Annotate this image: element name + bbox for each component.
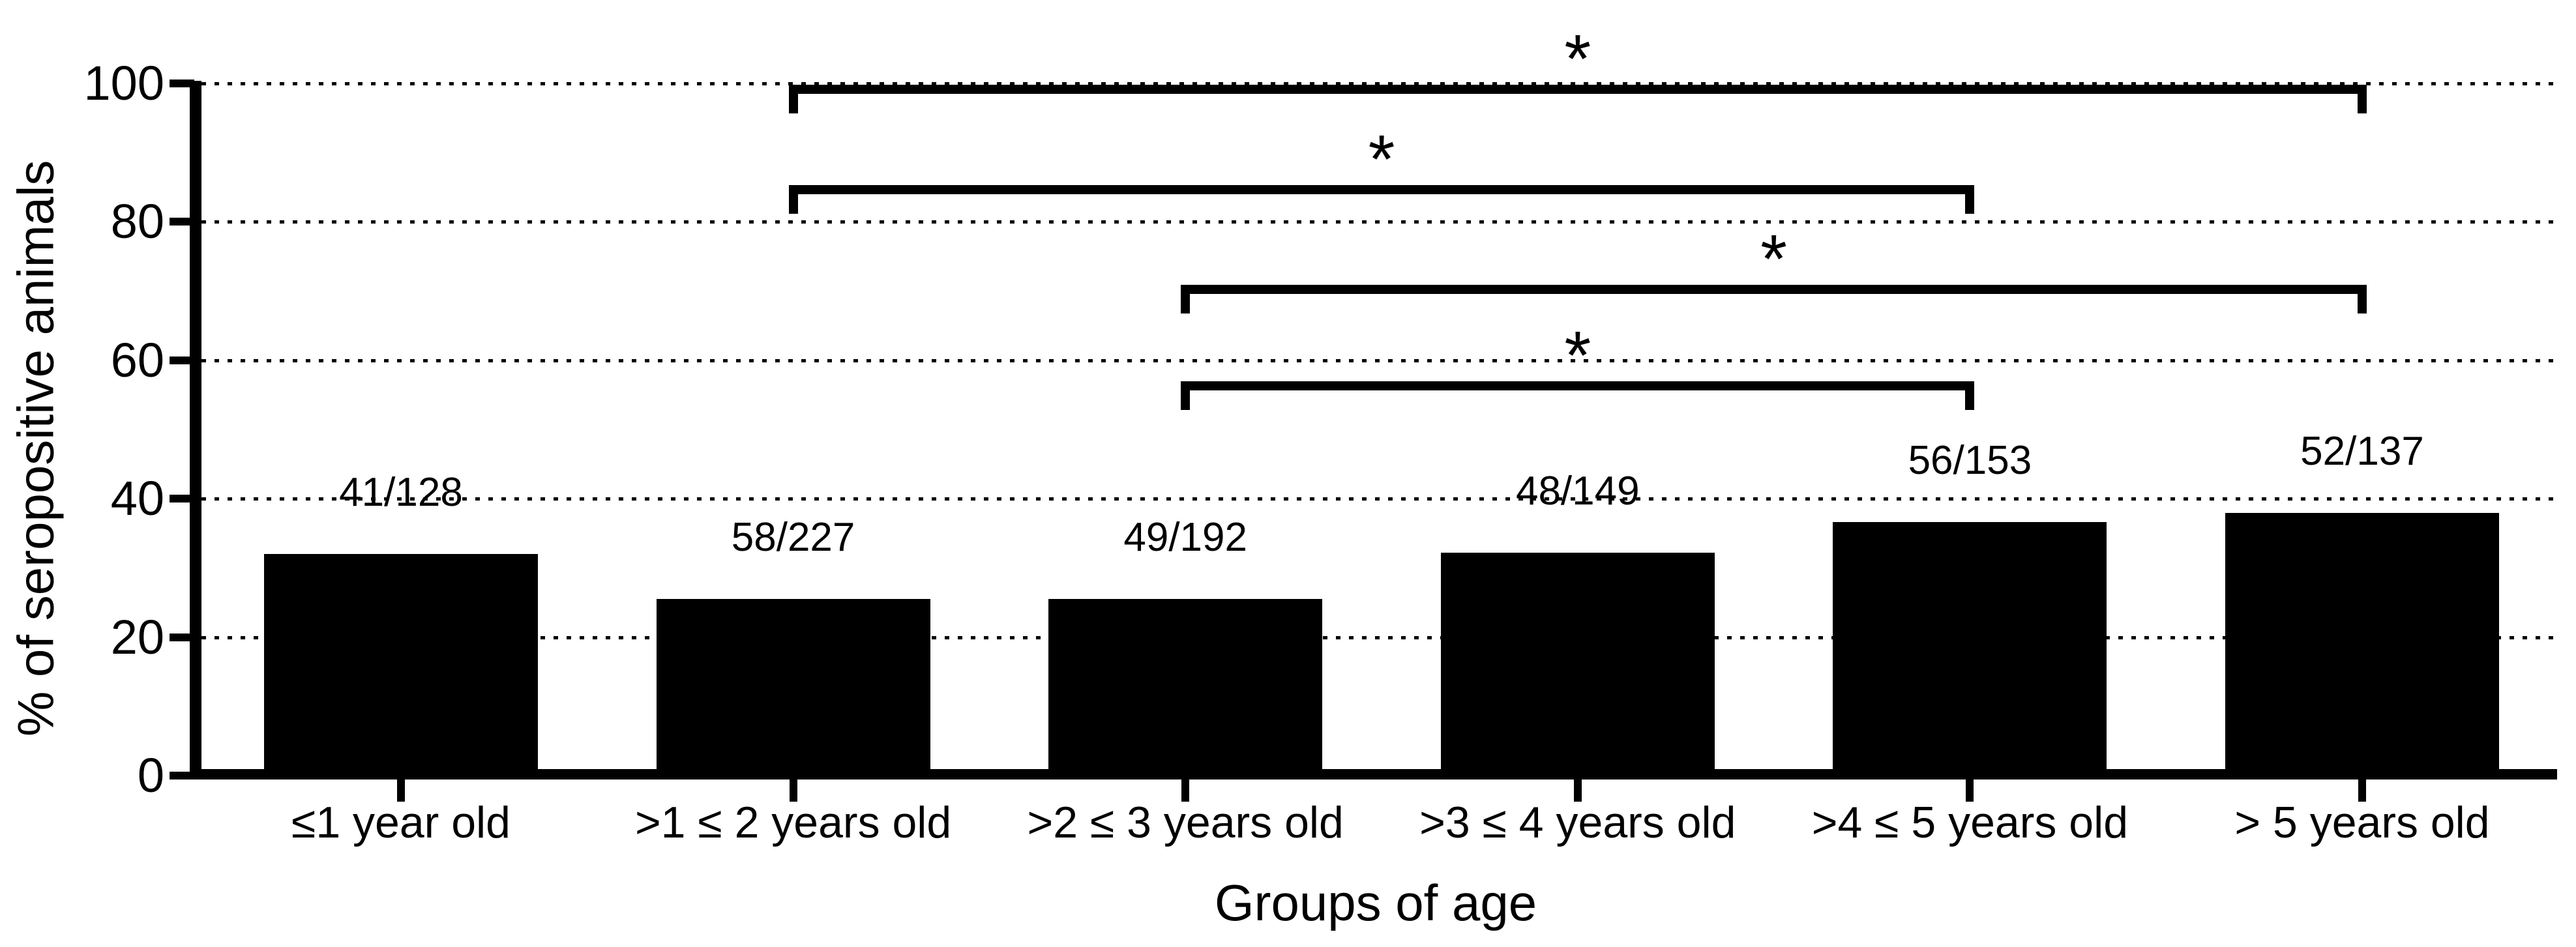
bar-count-label-1: 58/227	[731, 514, 855, 560]
y-axis-tick-40	[170, 495, 194, 503]
y-tick-label-20: 20	[110, 609, 164, 664]
significance-bracket-0	[788, 85, 2367, 114]
gridline-100	[201, 82, 2557, 85]
y-tick-label-40: 40	[110, 471, 164, 526]
bar-5	[2225, 512, 2499, 778]
x-tick-label-3: >3 ≤ 4 years old	[1419, 798, 1736, 847]
x-tick-label-1: >1 ≤ 2 years old	[634, 798, 952, 847]
y-tick-label-100: 100	[83, 56, 164, 110]
bar-count-label-4: 56/153	[1908, 438, 2032, 484]
y-axis-tick-20	[170, 633, 194, 641]
x-axis-tick-2	[1181, 779, 1190, 802]
bar-2	[1048, 598, 1323, 778]
y-axis-tick-80	[170, 218, 194, 226]
x-tick-label-4: >4 ≤ 5 years old	[1811, 798, 2129, 847]
y-tick-label-0: 0	[137, 748, 164, 802]
x-tick-label-2: >2 ≤ 3 years old	[1027, 798, 1344, 847]
significance-bracket-3	[1181, 381, 1975, 410]
x-axis-tick-4	[1966, 779, 1974, 802]
y-tick-label-80: 80	[110, 194, 164, 249]
significance-asterisk-1: *	[1368, 121, 1395, 198]
x-tick-label-0: ≤1 year old	[291, 798, 511, 847]
bar-3	[1440, 552, 1715, 778]
y-tick-label-60: 60	[110, 332, 164, 387]
x-axis-tick-0	[397, 779, 405, 802]
bar-count-label-2: 49/192	[1123, 514, 1247, 560]
x-axis-tick-3	[1573, 779, 1582, 802]
x-axis-tick-1	[789, 779, 797, 802]
significance-asterisk-2: *	[1760, 221, 1788, 298]
bar-count-label-0: 41/128	[339, 469, 463, 515]
y-axis-line	[190, 81, 201, 779]
y-axis-tick-0	[170, 772, 194, 779]
bar-count-label-5: 52/137	[2300, 428, 2424, 474]
gridline-40	[201, 497, 2557, 501]
bar-1	[656, 598, 930, 778]
y-axis-tick-60	[170, 356, 194, 364]
x-axis-line	[190, 769, 2557, 779]
x-axis-title: Groups of age	[1214, 874, 1537, 931]
significance-asterisk-3: *	[1564, 317, 1591, 394]
significance-bracket-1	[788, 185, 1975, 214]
bar-count-label-3: 48/149	[1515, 468, 1640, 514]
bar-4	[1833, 522, 2107, 778]
gridline-80	[201, 220, 2557, 224]
significance-asterisk-0: *	[1564, 21, 1591, 98]
bar-0	[264, 553, 538, 778]
gridline-60	[201, 358, 2557, 362]
x-tick-label-5: > 5 years old	[2234, 798, 2490, 847]
gridline-20	[201, 635, 2557, 639]
y-axis-tick-100	[170, 80, 194, 87]
significance-bracket-2	[1181, 285, 2367, 314]
x-axis-tick-5	[2358, 779, 2366, 802]
